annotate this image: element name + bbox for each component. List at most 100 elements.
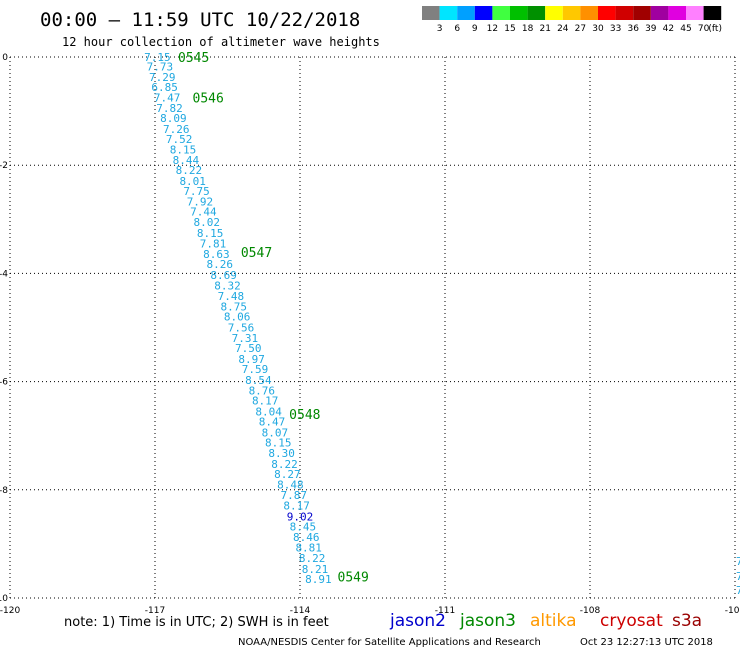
legend-label: 12: [487, 24, 498, 34]
legend-swatch: [545, 6, 563, 20]
legend-label: 9: [472, 24, 478, 34]
wave-height-point: 8.26: [207, 258, 234, 271]
legend-label: 3: [437, 24, 443, 34]
legend-label: 27: [575, 24, 586, 34]
pass-time-labels: 0545 0546 0547 0548 0549: [178, 51, 369, 585]
y-tick-label: -6: [0, 378, 8, 388]
x-tick-label: -108: [580, 606, 601, 616]
wave-height-point: 8.76: [249, 384, 276, 397]
wave-height-point: 8.91: [305, 573, 332, 586]
satellite-name: altika: [530, 611, 577, 631]
pass-time-label: 0549: [338, 570, 369, 585]
wave-height-point: 8.81: [295, 542, 322, 555]
chart-subtitle: 12 hour collection of altimeter wave hei…: [62, 35, 380, 49]
wave-height-point: 8.22: [271, 458, 298, 471]
wave-height-point: 7.56: [228, 322, 255, 335]
legend-swatch: [615, 6, 634, 20]
wave-height-point: 6.85: [151, 81, 178, 94]
wave-height-point: 7.31: [232, 332, 259, 345]
legend-label: 33: [610, 24, 621, 34]
legend-label: 6: [454, 24, 460, 34]
wave-height-point: 8.22: [176, 164, 203, 177]
legend-swatch: [527, 6, 546, 20]
wave-height-point: 8.69: [210, 269, 237, 282]
pass-time-label: 0545: [178, 51, 209, 66]
y-tick-label: -8: [0, 486, 8, 496]
y-tick-label: -4: [0, 269, 8, 279]
legend-swatch: [562, 6, 581, 20]
wave-height-point: 8.15: [170, 144, 197, 157]
legend-swatch: [510, 6, 528, 20]
x-tick-label: -117: [145, 606, 165, 616]
legend-label: 24: [557, 24, 569, 34]
wave-height-point: 8.04: [255, 405, 282, 418]
legend-label: 15: [504, 24, 515, 34]
legend-unit: (ft): [708, 24, 722, 34]
legend-swatch: [686, 6, 704, 20]
wave-height-point: 7.73: [147, 61, 174, 74]
satellite-legend: jason2 jason3 altika cryosat s3a: [389, 611, 702, 631]
wave-height-point: 7.87: [280, 489, 307, 502]
y-tick-label: 0: [2, 53, 8, 63]
svg-text:7: 7: [736, 584, 740, 597]
wave-height-point: 8.97: [238, 353, 265, 366]
wave-height-point: 8.75: [221, 300, 248, 313]
wave-height-point: 8.02: [193, 216, 220, 229]
wave-height-point: 8.44: [173, 154, 200, 167]
wave-height-point: 9.02: [287, 510, 314, 523]
wave-height-point: 8.22: [299, 552, 326, 565]
wave-height-point: 8.09: [160, 112, 187, 125]
svg-text:7: 7: [736, 555, 740, 568]
wave-height-point: 7.44: [190, 206, 217, 219]
x-tick-label: -111: [435, 606, 455, 616]
x-tick-label: -105: [725, 606, 740, 616]
satellite-name: s3a: [672, 611, 702, 631]
wave-height-point: 7.50: [235, 342, 262, 355]
wave-height-point: 7.59: [242, 363, 269, 376]
wave-height-point: 7.47: [154, 92, 181, 105]
svg-text:7: 7: [736, 570, 740, 583]
wave-height-point: 8.45: [290, 521, 317, 534]
legend-label: 36: [627, 24, 639, 34]
y-tick-label: -2: [0, 161, 8, 171]
wave-height-point: 7.48: [218, 290, 245, 303]
x-tick-label: -114: [290, 606, 311, 616]
wave-height-point: 7.29: [149, 71, 176, 84]
wave-height-point: 8.46: [293, 531, 320, 544]
legend-label: 45: [680, 24, 691, 34]
pass-time-label: 0546: [193, 92, 224, 107]
wave-height-point: 8.17: [283, 499, 310, 512]
wave-height-point: 8.27: [274, 468, 301, 481]
legend-swatch: [650, 6, 669, 20]
wave-height-point: 8.07: [262, 426, 289, 439]
wave-height-point: 8.47: [259, 416, 286, 429]
axis-ticks: 0 -2 -4 -6 -8 -10 -120 -117 -114 -111 -108 -105: [0, 53, 740, 616]
satellite-name: cryosat: [600, 611, 663, 631]
wave-height-point: 7.82: [156, 102, 183, 115]
wave-height-point: 8.63: [203, 248, 230, 261]
wave-height-point: 7.26: [163, 123, 190, 136]
plot-grid: [9, 56, 736, 599]
legend-label: 39: [645, 24, 657, 34]
wave-height-points: 7.157.737.296.857.477.828.097.267.528.15…: [144, 51, 331, 586]
satellite-name: jason2: [389, 611, 446, 631]
legend-swatch: [457, 6, 475, 20]
footer-timestamp: Oct 23 12:27:13 UTC 2018: [580, 637, 713, 648]
legend-label: 42: [663, 24, 674, 34]
wave-height-point: 8.21: [302, 563, 329, 576]
footer-note: note: 1) Time is in UTC; 2) SWH is in fe…: [64, 615, 329, 630]
wave-height-point: 8.48: [277, 478, 304, 491]
legend-swatch: [633, 6, 651, 20]
wave-height-point: 8.06: [224, 311, 251, 324]
legend-label: 30: [592, 24, 604, 34]
legend-swatch: [703, 6, 722, 20]
legend-swatch: [439, 6, 458, 20]
wave-height-point: 7.52: [166, 133, 193, 146]
wave-height-point: 8.32: [214, 279, 241, 292]
legend-label: 21: [539, 24, 550, 34]
edge-fragments: 7 7 7: [736, 555, 740, 597]
legend-swatch: [580, 6, 598, 20]
wave-height-point: 8.54: [245, 374, 272, 387]
chart-title: 00:00 – 11:59 UTC 10/22/2018: [40, 9, 360, 31]
wave-height-point: 7.15: [144, 51, 171, 64]
